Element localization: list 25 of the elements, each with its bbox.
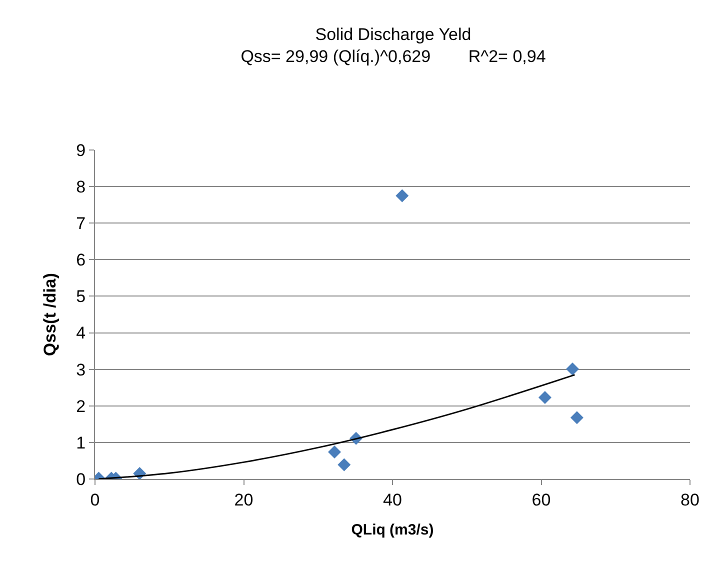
y-tick-label: 3 [76, 360, 86, 380]
x-tick-label: 40 [383, 490, 402, 510]
point [396, 189, 409, 202]
x-tick-label: 60 [532, 490, 551, 510]
y-tick-label: 8 [76, 178, 86, 197]
point [566, 362, 579, 376]
chart-title: Solid Discharge Yeld [315, 24, 472, 44]
y-tick-label: 7 [76, 214, 86, 234]
point [570, 411, 584, 424]
x-tick-label: 0 [90, 490, 100, 510]
x-tick-label: 80 [680, 490, 700, 510]
x-axis-title: QLiq (m3/s) [351, 521, 434, 538]
y-tick-label: 6 [76, 250, 86, 270]
y-tick-label: 5 [76, 287, 86, 306]
x-tick-label: 20 [234, 490, 254, 510]
y-tick-label: 2 [76, 396, 86, 416]
point [538, 390, 552, 404]
chart-subtitle: Qss= 29,99 (Qlíq.)^0,629 R^2= 0,94 [240, 46, 546, 66]
y-axis-title: Qss(t /dia) [40, 272, 60, 356]
y-tick-label: 4 [76, 324, 86, 343]
point [338, 458, 351, 472]
point [328, 445, 341, 458]
y-tick-label: 1 [76, 433, 86, 452]
y-tick-label: 0 [76, 470, 86, 489]
y-tick-label: 9 [76, 140, 86, 160]
